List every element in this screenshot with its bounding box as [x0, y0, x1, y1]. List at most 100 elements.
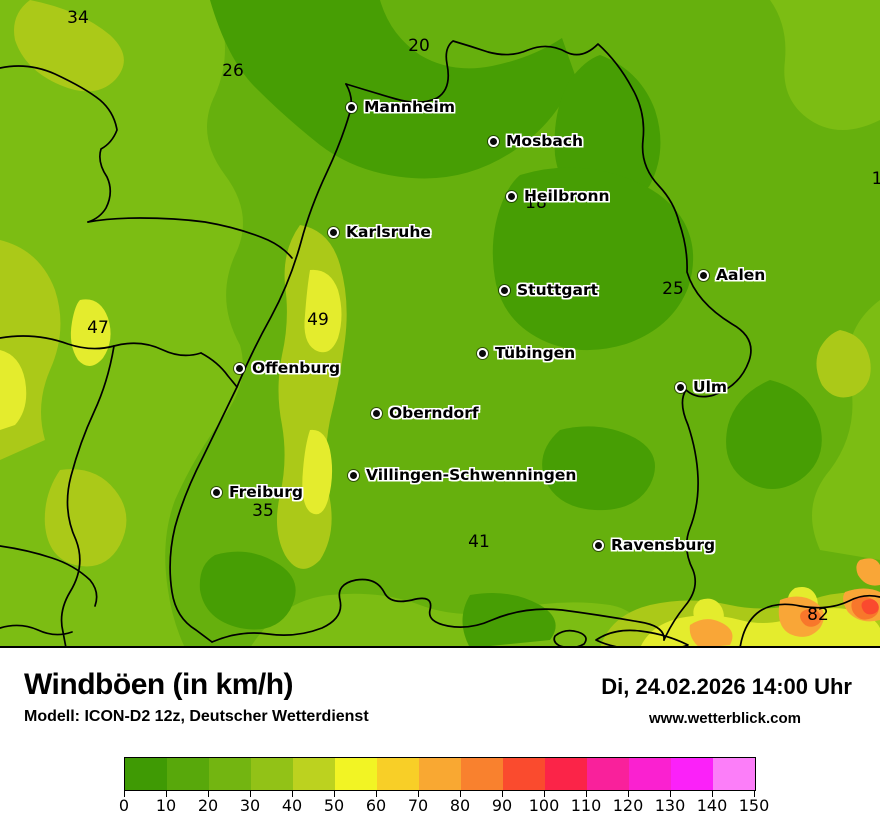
legend-segment-130-140 — [671, 758, 713, 790]
city-label: Ulm — [693, 378, 728, 396]
city-dot-icon — [477, 347, 488, 359]
legend-tick-label-150: 150 — [738, 796, 770, 815]
city-marker-oberndorf: Oberndorf — [371, 404, 479, 422]
city-dot-icon — [371, 407, 382, 419]
city-marker-mosbach: Mosbach — [488, 132, 583, 150]
legend-tick-label-120: 120 — [612, 796, 644, 815]
city-label: Stuttgart — [517, 281, 599, 299]
legend-tickmark — [208, 790, 209, 797]
wind-value-25: 25 — [662, 279, 684, 299]
city-layer: Mannheim Mosbach Heilbronn Karlsruhe Stuttga… — [211, 98, 765, 554]
city-dot-icon — [211, 486, 222, 498]
city-marker-mannheim: Mannheim — [346, 98, 455, 116]
legend-segment-110-120 — [587, 758, 629, 790]
city-marker-ravensburg: Ravensburg — [593, 536, 715, 554]
legend-segment-30-40 — [251, 758, 293, 790]
legend-tickmark — [376, 790, 377, 797]
legend-segment-70-80 — [419, 758, 461, 790]
legend-tick-label-100: 100 — [528, 796, 560, 815]
city-label: Freiburg — [229, 483, 303, 501]
city-label: Tübingen — [495, 344, 576, 362]
city-dot-icon — [488, 135, 499, 147]
legend-tickmark — [124, 790, 125, 797]
city-dot-icon — [499, 284, 510, 296]
city-marker-karlsruhe: Karlsruhe — [328, 223, 431, 241]
legend-tick-label-30: 30 — [239, 796, 261, 815]
model-info: Modell: ICON-D2 12z, Deutscher Wetterdie… — [24, 708, 369, 725]
legend-segment-100-110 — [545, 758, 587, 790]
legend-segment-50-60 — [335, 758, 377, 790]
legend-tickmark — [334, 790, 335, 797]
city-label: Oberndorf — [389, 404, 479, 422]
border-lines — [0, 40, 880, 646]
city-marker-t-bingen: Tübingen — [477, 344, 575, 362]
city-marker-villingen-schwenningen: Villingen-Schwenningen — [348, 466, 576, 484]
terrain-dark-green-region — [199, 0, 822, 646]
city-marker-stuttgart: Stuttgart — [499, 281, 598, 299]
city-marker-ulm: Ulm — [675, 378, 727, 396]
legend-tick-label-110: 110 — [570, 796, 602, 815]
city-dot-icon — [698, 269, 709, 281]
map-area: 34 26 20 18 25 49 47 35 41 82 1 Mannheim Mosbach Hei… — [0, 0, 880, 648]
legend-tick-label-140: 140 — [696, 796, 728, 815]
wind-value-82: 82 — [807, 605, 829, 625]
legend-segment-80-90 — [461, 758, 503, 790]
legend-tick-label-90: 90 — [491, 796, 513, 815]
legend-segment-90-100 — [503, 758, 545, 790]
city-label: Villingen-Schwenningen — [366, 466, 577, 484]
legend-tickmark — [292, 790, 293, 797]
legend-color-bar — [124, 757, 756, 791]
legend-tick-label-10: 10 — [155, 796, 177, 815]
legend-segment-40-50 — [293, 758, 335, 790]
legend-segment-60-70 — [377, 758, 419, 790]
city-dot-icon — [506, 190, 517, 202]
city-dot-icon — [675, 381, 686, 393]
legend-tickmark — [586, 790, 587, 797]
legend-tickmark — [418, 790, 419, 797]
legend-tick-label-0: 0 — [118, 796, 130, 815]
legend-tickmark — [250, 790, 251, 797]
legend-tickmark — [628, 790, 629, 797]
city-label: Mannheim — [364, 98, 455, 116]
wind-value-49: 49 — [307, 310, 329, 330]
city-label: Aalen — [716, 266, 766, 284]
legend-tick-label-70: 70 — [407, 796, 429, 815]
wind-value-47: 47 — [87, 318, 109, 338]
city-label: Karlsruhe — [346, 223, 431, 241]
legend-tick-labels: 0 10 20 30 40 50 60 70 80 90 100 110 120 130 140 150 — [119, 796, 769, 818]
city-dot-icon — [328, 226, 339, 238]
legend-segment-10-20 — [167, 758, 209, 790]
website-label: www.wetterblick.com — [649, 710, 801, 727]
city-label: Heilbronn — [524, 187, 610, 205]
wind-value-20: 20 — [408, 36, 430, 56]
legend-segment-140-150 — [713, 758, 755, 790]
city-marker-aalen: Aalen — [698, 266, 765, 284]
footer-panel: Windböen (in km/h) Modell: ICON-D2 12z, … — [0, 648, 880, 830]
legend-tickmark — [712, 790, 713, 797]
terrain-orange-region — [689, 558, 880, 646]
terrain-red-orange-region — [861, 599, 879, 615]
wind-value-34: 34 — [67, 8, 89, 28]
value-layer: 34 26 20 18 25 49 47 35 41 82 1 — [67, 8, 880, 625]
city-dot-icon — [593, 539, 604, 551]
city-label: Offenburg — [252, 359, 341, 377]
wind-value-18: 18 — [525, 193, 547, 213]
legend-tick-label-80: 80 — [449, 796, 471, 815]
legend-tickmark — [754, 790, 755, 797]
legend-tickmarks — [124, 790, 756, 798]
legend-tickmark — [460, 790, 461, 797]
legend-tick-label-40: 40 — [281, 796, 303, 815]
legend-tickmark — [502, 790, 503, 797]
wind-value-1: 1 — [872, 169, 880, 189]
page-title: Windböen (in km/h) — [24, 668, 294, 701]
wind-value-41: 41 — [468, 532, 490, 552]
city-dot-icon — [234, 362, 245, 374]
legend-tick-label-20: 20 — [197, 796, 219, 815]
legend-tick-label-50: 50 — [323, 796, 345, 815]
legend-tickmark — [670, 790, 671, 797]
city-label: Ravensburg — [611, 536, 716, 554]
map-terrain — [0, 0, 880, 646]
wind-value-26: 26 — [222, 61, 244, 81]
legend-tick-label-130: 130 — [654, 796, 686, 815]
